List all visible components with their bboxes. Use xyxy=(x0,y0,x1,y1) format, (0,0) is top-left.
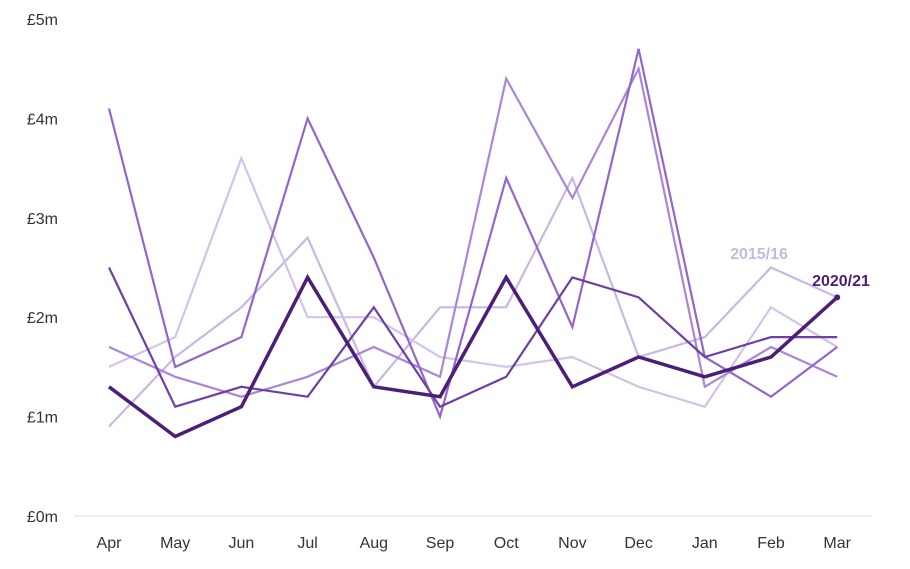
y-tick-label: £5m xyxy=(27,12,58,29)
x-tick-label: Jan xyxy=(692,535,718,552)
series-line xyxy=(107,48,838,420)
series-lines xyxy=(107,48,841,439)
x-tick-label: Feb xyxy=(757,535,785,552)
x-tick-label: Dec xyxy=(624,535,652,552)
series-line xyxy=(107,273,839,439)
x-axis: Apr May Jun Jul Aug Sep Oct Nov Dec Jan Feb Mar xyxy=(97,535,852,552)
x-tick-label: Oct xyxy=(494,535,519,552)
y-axis: £0m £1m £2m £3m £4m £5m xyxy=(27,12,58,526)
series-line xyxy=(108,175,838,428)
y-tick-label: £4m xyxy=(27,111,58,128)
y-tick-label: £3m xyxy=(27,211,58,228)
x-tick-label: Sep xyxy=(426,535,455,552)
x-tick-label: Nov xyxy=(558,535,586,552)
series-end-marker xyxy=(834,294,841,301)
x-tick-label: Jun xyxy=(229,535,255,552)
y-tick-label: £1m xyxy=(27,410,58,427)
x-tick-label: Mar xyxy=(823,535,851,552)
series-line xyxy=(108,267,838,409)
series-line xyxy=(108,65,838,398)
x-tick-label: Jul xyxy=(297,535,317,552)
series-label: 2015/16 xyxy=(730,246,788,263)
y-tick-label: £0m xyxy=(27,509,58,526)
x-tick-label: May xyxy=(160,535,190,552)
series-label: 2020/21 xyxy=(812,273,870,290)
y-tick-label: £2m xyxy=(27,310,58,327)
series-labels: 2015/16 2020/21 xyxy=(730,246,870,290)
x-tick-label: Aug xyxy=(360,535,388,552)
x-tick-label: Apr xyxy=(97,535,123,552)
series-line xyxy=(108,155,838,408)
